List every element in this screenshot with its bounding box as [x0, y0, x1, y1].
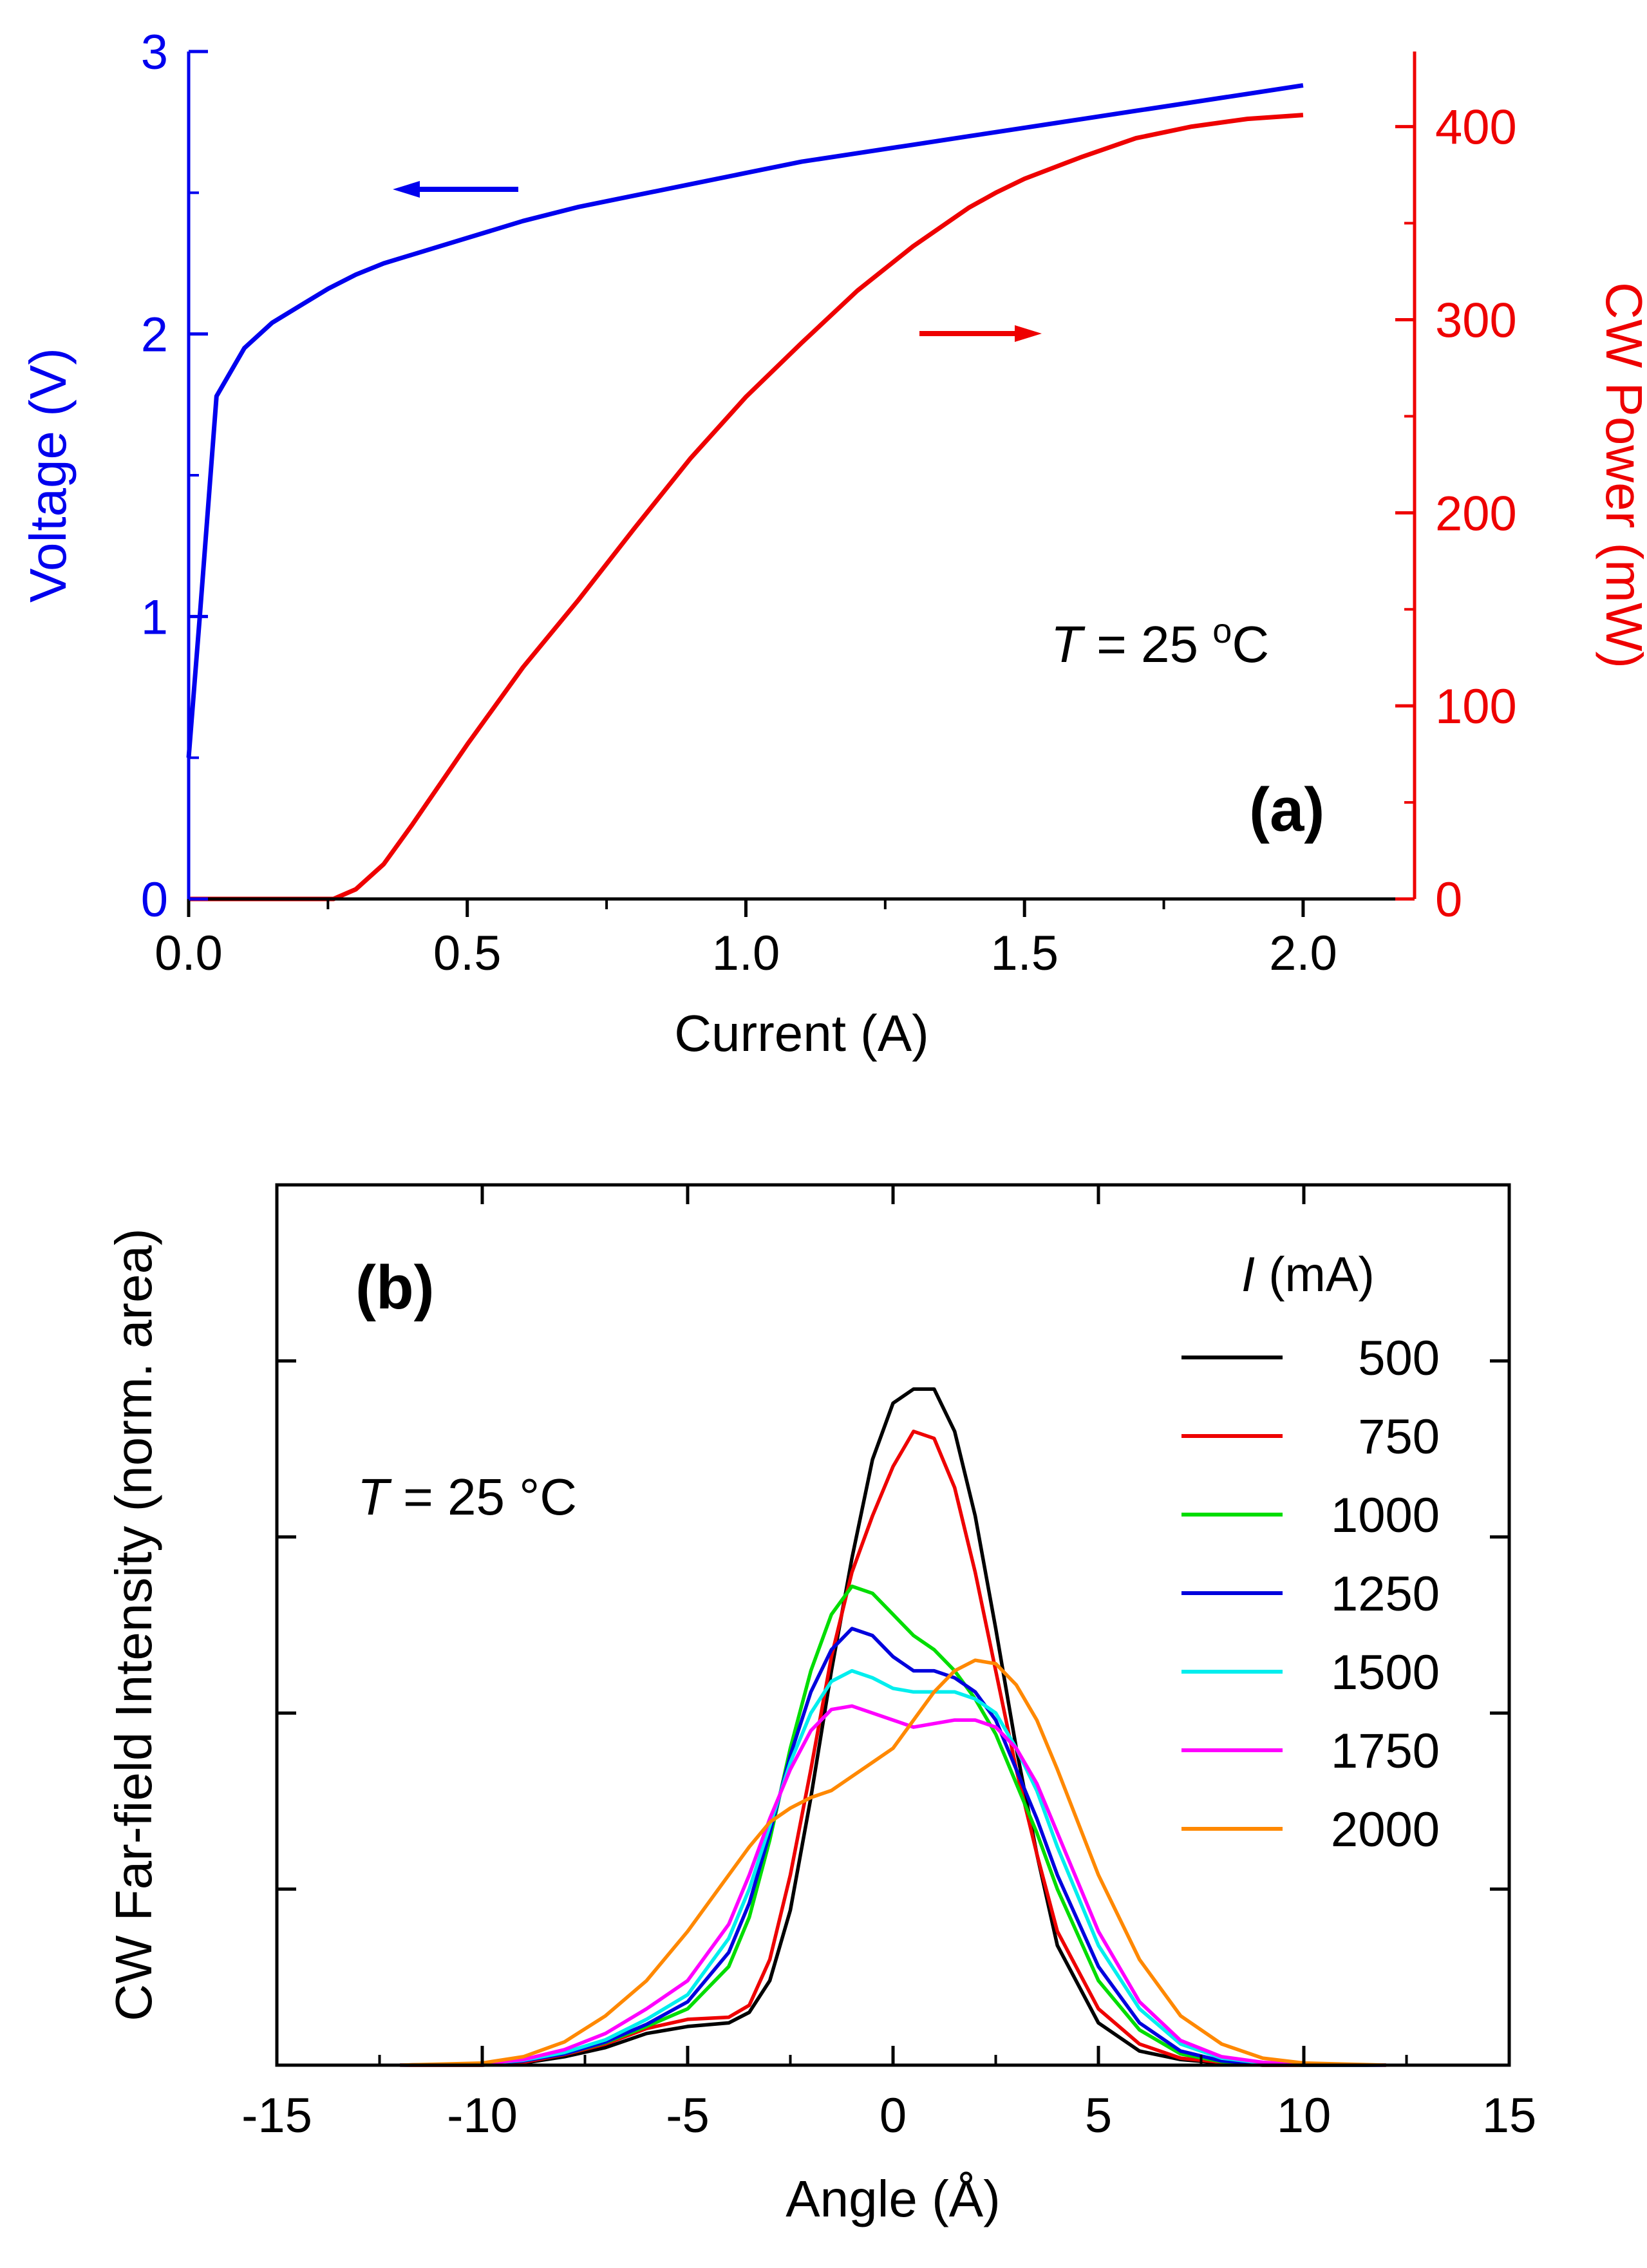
voltage-axis-arrow [393, 181, 518, 198]
profile-line-750 [400, 1430, 1386, 2067]
panel-a-x-tick-label: 1.5 [990, 926, 1059, 981]
legend-label-1250: 1250 [1331, 1567, 1440, 1621]
legend-label-1500: 1500 [1331, 1645, 1440, 1700]
panel-a: 0.0 0.5 1.0 1.5 2.0 0 1 2 3 0 100 200 300 400 Current… [19, 25, 1647, 1062]
panel-a-y-right-tick-label: 0 [1435, 873, 1462, 927]
panel-a-y-right-tick-label: 100 [1435, 679, 1517, 734]
legend-label-1000: 1000 [1331, 1488, 1440, 1543]
panel-a-y-right-tick-label: 300 [1435, 293, 1517, 348]
legend-title-symbol: I [1241, 1247, 1255, 1302]
panel-a-ylabel-left: Voltage (V) [19, 348, 77, 603]
panel-b-x-tick-label: -10 [447, 2088, 518, 2143]
panel-a-y-right-tick-label: 400 [1435, 100, 1517, 155]
legend-label-500: 500 [1358, 1331, 1440, 1386]
panel-b-xlabel: Angle (Å) [786, 2170, 1000, 2227]
panel-b-series [400, 1387, 1386, 2067]
panel-a-x-tick-label: 2.0 [1269, 926, 1337, 981]
panel-a-label: (a) [1249, 775, 1324, 844]
panel-b-temperature-annotation: T = 25 °C [357, 1468, 577, 1526]
power-line [189, 113, 1304, 902]
profile-line-1500 [400, 1668, 1386, 2067]
profile-line-1750 [400, 1704, 1386, 2067]
profile-line-1250 [400, 1627, 1386, 2067]
legend-label-2000: 2000 [1331, 1802, 1440, 1857]
profile-line-1000 [400, 1584, 1386, 2067]
panel-b-x-tick-label: -5 [666, 2088, 710, 2143]
panel-a-ylabel-right: CW Power (mW) [1595, 282, 1647, 668]
panel-a-y-left-tick-label: 3 [141, 25, 168, 80]
panel-a-x-tick-label: 0.0 [155, 926, 223, 981]
panel-a-y-left-tick-label: 0 [141, 873, 168, 927]
panel-b-x-tick-label: 10 [1277, 2088, 1332, 2143]
degree-symbol: o [1212, 612, 1232, 650]
temperature-unit: C [1232, 616, 1269, 673]
panel-b: -15 -10 -5 0 5 10 15 Angle (Å) CW Far-field In… [105, 1183, 1536, 2227]
panel-a-y-left-tick-label: 2 [141, 308, 168, 363]
panel-b-x-tick-label: 0 [880, 2088, 907, 2143]
profile-line-500 [400, 1387, 1386, 2067]
panel-a-y-right-tick-label: 200 [1435, 486, 1517, 541]
panel-a-y-left-tick-label: 1 [141, 590, 168, 645]
panel-a-ticks: 0.0 0.5 1.0 1.5 2.0 0 1 2 3 0 100 200 300 400 [141, 25, 1517, 981]
panel-b-x-tick-label: -15 [241, 2088, 312, 2143]
panel-b-ylabel: CW Far-field Intensity (norm. area) [105, 1228, 162, 2021]
panel-a-x-tick-label: 0.5 [433, 926, 502, 981]
panel-b-x-tick-label: 15 [1482, 2088, 1537, 2143]
power-axis-arrow [919, 325, 1042, 342]
temperature-value: = 25 [1082, 616, 1212, 673]
panel-a-xlabel: Current (A) [674, 1005, 929, 1062]
voltage-line [186, 83, 1304, 758]
panel-a-series [186, 83, 1304, 902]
panel-b-legend: I (mA) 500 750 1000 1250 1500 1750 2000 [1181, 1247, 1440, 1857]
legend-title: I (mA) [1241, 1247, 1375, 1302]
panel-a-temperature-annotation: T = 25 oC [1051, 612, 1269, 673]
temperature-value: = 25 °C [389, 1468, 577, 1526]
panel-b-x-tick-label: 5 [1085, 2088, 1112, 2143]
temperature-symbol: T [1051, 616, 1086, 673]
legend-title-unit: (mA) [1255, 1247, 1375, 1302]
profile-line-2000 [400, 1658, 1386, 2067]
panel-a-x-tick-label: 1.0 [712, 926, 780, 981]
legend-label-750: 750 [1358, 1410, 1440, 1464]
panel-b-label: (b) [355, 1253, 435, 1322]
legend-label-1750: 1750 [1331, 1724, 1440, 1779]
panel-b-ticks: -15 -10 -5 0 5 10 15 [241, 1185, 1536, 2143]
temperature-symbol: T [357, 1468, 392, 1526]
